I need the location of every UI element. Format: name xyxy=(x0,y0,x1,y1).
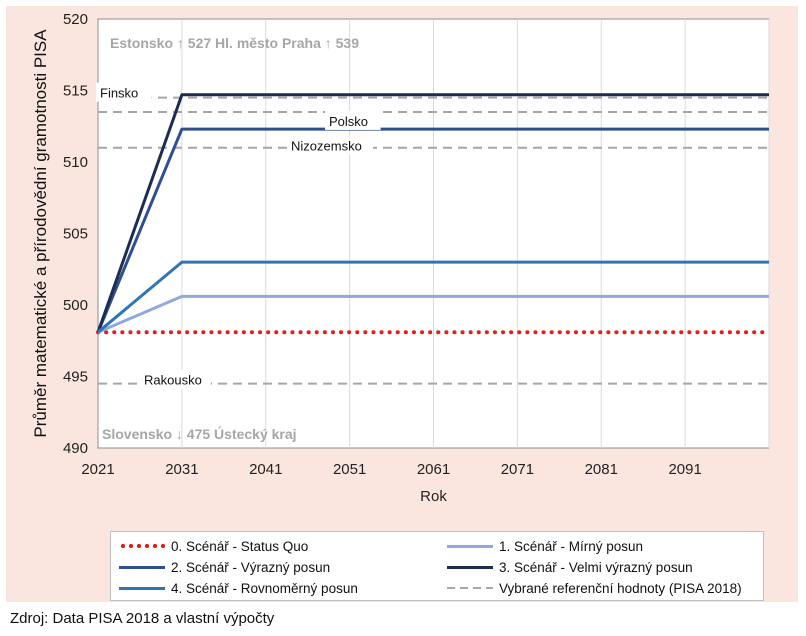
x-tick-label: 2051 xyxy=(333,461,366,478)
y-axis-label: Průměr matematické a přírodovědní gramot… xyxy=(31,29,50,438)
reference-label: Rakousko xyxy=(144,373,202,388)
legend-item-reference: Vybrané referenční hodnoty (PISA 2018) xyxy=(447,578,742,598)
reference-label-box xyxy=(140,369,211,389)
x-tick-label: 2021 xyxy=(81,461,114,478)
x-tick-label: 2071 xyxy=(501,461,534,478)
y-tick-label: 490 xyxy=(63,440,88,457)
x-axis-label: Rok xyxy=(420,488,447,505)
legend-label: 1. Scénář - Mírný posun xyxy=(499,538,644,554)
x-tick-label: 2091 xyxy=(668,461,701,478)
legend-label: 4. Scénář - Rovnoměrný posun xyxy=(171,580,358,596)
legend-swatch xyxy=(447,582,493,594)
y-tick-label: 500 xyxy=(63,297,88,314)
y-tick-label: 505 xyxy=(63,226,88,243)
y-tick-label: 495 xyxy=(63,369,88,386)
reference-label: Finsko xyxy=(100,86,138,101)
legend-swatch xyxy=(119,540,165,552)
legend-swatch xyxy=(447,540,493,552)
reference-label: Polsko xyxy=(329,114,368,129)
line-chart: 2021 2031 2041 2051 2061 2071 2081 2091 490 495 50… xyxy=(31,11,771,505)
legend-item-scenario-0: 0. Scénář - Status Quo xyxy=(119,536,308,556)
legend-item-scenario-4: 4. Scénář - Rovnoměrný posun xyxy=(119,578,358,598)
reference-label-box xyxy=(325,110,381,130)
reference-label-box xyxy=(287,135,373,155)
y-tick-label: 510 xyxy=(63,154,88,171)
y-tick-label: 515 xyxy=(63,83,88,100)
x-tick-label: 2041 xyxy=(249,461,282,478)
legend-item-scenario-2: 2. Scénář - Výrazný posun xyxy=(119,557,330,577)
x-tick-label: 2061 xyxy=(417,461,450,478)
x-tick-label: 2081 xyxy=(585,461,618,478)
series-line xyxy=(96,127,769,333)
legend-item-scenario-3: 3. Scénář - Velmi výrazný posun xyxy=(447,557,693,577)
x-tick-label: 2031 xyxy=(165,461,198,478)
legend-swatch xyxy=(119,582,165,594)
series-line xyxy=(97,294,769,334)
legend-swatch xyxy=(119,561,165,573)
y-tick-label: 520 xyxy=(63,11,88,28)
legend-item-scenario-1: 1. Scénář - Mírný posun xyxy=(447,536,643,556)
reference-label-box xyxy=(96,82,152,102)
legend-label: 0. Scénář - Status Quo xyxy=(171,538,309,554)
annotation-bottom: Slovensko ↓ 475 Ústecký kraj xyxy=(102,425,297,442)
legend: 0. Scénář - Status Quo 1. Scénář - Mírný… xyxy=(110,531,764,601)
source-note: Zdroj: Data PISA 2018 a vlastní výpočty xyxy=(10,610,275,627)
reference-label: Nizozemsko xyxy=(291,139,362,154)
annotation-top: Estonsko ↑ 527 Hl. město Praha ↑ 539 xyxy=(110,35,359,51)
legend-label: 3. Scénář - Velmi výrazný posun xyxy=(499,559,693,575)
legend-label: Vybrané referenční hodnoty (PISA 2018) xyxy=(499,580,742,596)
legend-label: 2. Scénář - Výrazný posun xyxy=(171,559,331,575)
chart-panel: 2021 2031 2041 2051 2061 2071 2081 2091 490 495 50… xyxy=(6,6,798,602)
legend-swatch xyxy=(447,561,493,573)
series-line xyxy=(96,93,769,333)
series-line xyxy=(97,260,769,334)
